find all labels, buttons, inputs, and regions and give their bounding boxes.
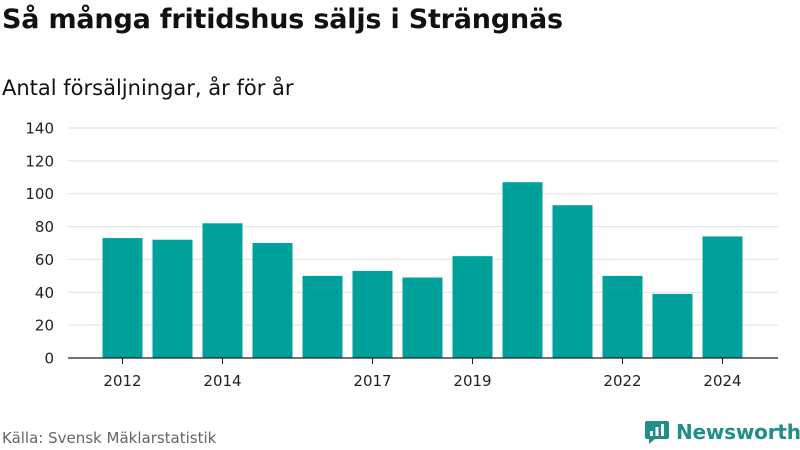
brand-logo: Newsworthy: [644, 419, 800, 445]
bar-2014: [202, 223, 243, 358]
x-tick-label: 2017: [353, 372, 391, 390]
bar-2015: [252, 243, 293, 358]
bar-2012: [102, 238, 143, 358]
bar-2021: [552, 205, 593, 358]
bar-2020: [502, 182, 543, 358]
y-tick-label: 60: [35, 251, 54, 269]
bar-2022: [602, 275, 643, 358]
bar-2018: [402, 277, 443, 358]
source-note: Källa: Svensk Mäklarstatistik: [2, 429, 217, 447]
x-tick-label: 2019: [453, 372, 491, 390]
x-tick-label: 2022: [603, 372, 641, 390]
y-tick-label: 140: [25, 120, 54, 138]
y-tick-label: 80: [35, 218, 54, 236]
bar-2017: [352, 270, 393, 358]
bar-2013: [152, 239, 193, 358]
y-axis-ticks: 0 20 40 60 80 100 120 140: [25, 120, 54, 368]
x-axis-ticks: 2012 2014 2017 2019 2022 2024: [103, 358, 742, 390]
y-tick-label: 20: [35, 317, 54, 335]
bars: [102, 182, 743, 358]
x-tick-label: 2014: [203, 372, 241, 390]
chart-subtitle: Antal försäljningar, år för år: [2, 76, 294, 100]
chart-title: Så många fritidshus säljs i Strängnäs: [2, 4, 563, 35]
x-tick-label: 2012: [103, 372, 141, 390]
bar-2024: [702, 236, 743, 358]
y-tick-label: 0: [44, 350, 54, 368]
bar-2023: [652, 293, 693, 358]
y-tick-label: 100: [25, 185, 54, 203]
bar-2016: [302, 275, 343, 358]
y-tick-label: 120: [25, 152, 54, 170]
y-tick-label: 40: [35, 284, 54, 302]
bar-2019: [452, 256, 493, 358]
x-tick-label: 2024: [703, 372, 741, 390]
brand-name: Newsworthy: [676, 420, 800, 444]
newsworthy-logo-icon: [645, 421, 669, 444]
